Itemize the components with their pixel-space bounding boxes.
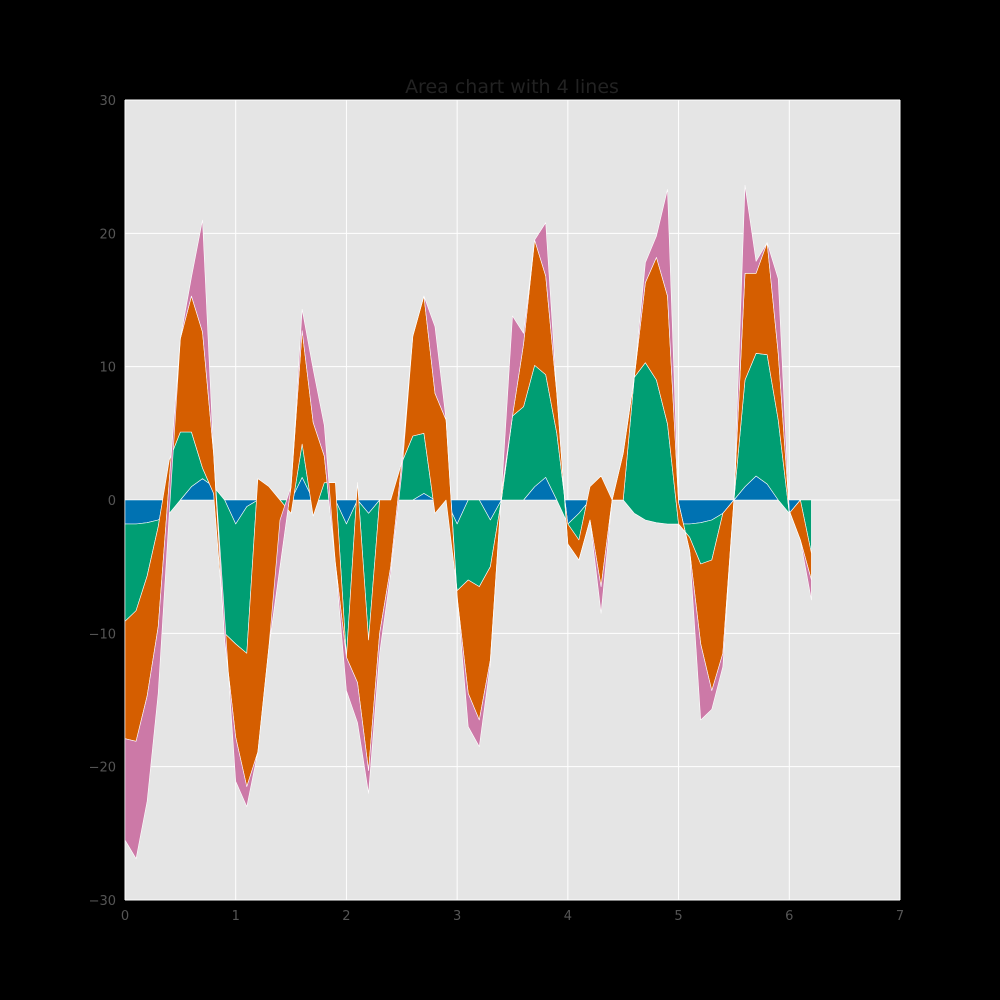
x-tick-label: 6 [785,909,793,924]
x-tick-label: 4 [564,909,572,924]
y-tick-label: 10 [99,361,116,376]
x-tick-label: 0 [121,909,129,924]
x-tick-label: 1 [232,909,240,924]
y-tick-label: −20 [89,761,116,776]
area-series-4 [124,185,812,859]
y-tick-label: 30 [99,94,116,109]
x-tick-label: 5 [674,909,682,924]
area-series-group [124,185,812,859]
x-tick-label: 7 [896,909,904,924]
y-tick-label: −10 [89,627,116,642]
y-tick-label: 0 [108,494,116,509]
y-tick-label: 20 [99,227,116,242]
chart-title: Area chart with 4 lines [405,76,619,98]
x-tick-label: 3 [453,909,461,924]
y-tick-label: −30 [89,894,116,909]
axis-ticks: 0 1 2 3 4 5 6 7 −30 −20 −10 0 10 20 30 [89,94,905,924]
grid-lines [124,99,901,901]
x-tick-label: 2 [342,909,350,924]
